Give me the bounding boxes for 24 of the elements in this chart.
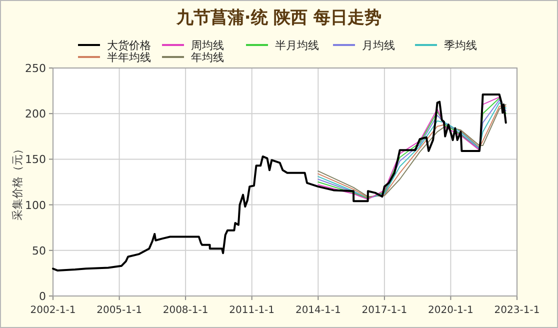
legend-label: 半年均线	[107, 51, 151, 64]
y-tick-label: 250	[25, 62, 46, 75]
x-tick-label: 2017-1-1	[362, 305, 408, 316]
y-tick-label: 200	[25, 108, 46, 121]
legend-label: 年均线	[191, 51, 224, 64]
x-tick-label: 2002-1-1	[30, 305, 76, 316]
x-tick-label: 2008-1-1	[162, 305, 208, 316]
y-tick-label: 100	[25, 198, 46, 212]
y-axis-title: 采集价格（元）	[11, 144, 24, 220]
x-tick-label: 2011-1-1	[229, 305, 275, 316]
y-tick-label: 150	[25, 153, 46, 166]
x-tick-label: 2023-1-1	[494, 305, 540, 316]
x-tick-label: 2020-1-1	[428, 305, 474, 316]
legend-label: 周均线	[191, 39, 224, 52]
legend-label: 季均线	[444, 39, 477, 52]
legend-label: 半月均线	[275, 39, 319, 52]
legend-label: 月均线	[362, 39, 395, 52]
x-tick-label: 2005-1-1	[96, 305, 142, 316]
y-tick-label: 0	[39, 290, 46, 303]
x-tick-label: 2014-1-1	[295, 305, 341, 316]
chart-title: 九节菖蒲·统 陕西 每日走势	[175, 8, 382, 28]
y-tick-label: 50	[32, 244, 46, 258]
legend-label: 大货价格	[107, 39, 151, 52]
line-series	[52, 93, 507, 272]
